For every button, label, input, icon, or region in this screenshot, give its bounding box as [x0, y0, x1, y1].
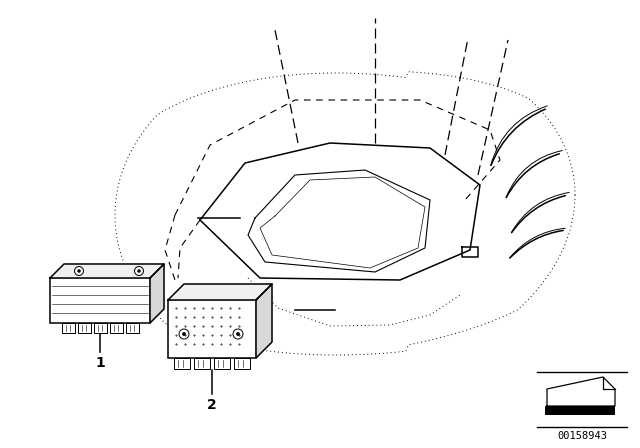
Bar [77, 323, 90, 333]
Bar [93, 323, 106, 333]
Bar [214, 358, 230, 369]
Bar [109, 323, 122, 333]
Text: 2: 2 [207, 398, 217, 412]
Circle shape [78, 270, 80, 272]
Text: 1: 1 [95, 356, 105, 370]
Bar [545, 406, 615, 415]
Circle shape [237, 333, 239, 335]
Bar [234, 358, 250, 369]
Circle shape [183, 333, 185, 335]
Circle shape [138, 270, 140, 272]
Polygon shape [547, 377, 615, 406]
Bar [174, 358, 190, 369]
Bar [61, 323, 74, 333]
Text: 00158943: 00158943 [557, 431, 607, 441]
Polygon shape [168, 284, 272, 300]
Bar [168, 300, 256, 358]
Polygon shape [150, 264, 164, 323]
Polygon shape [50, 264, 164, 278]
Polygon shape [256, 284, 272, 358]
Bar [125, 323, 138, 333]
Bar [50, 278, 150, 323]
Bar [194, 358, 210, 369]
